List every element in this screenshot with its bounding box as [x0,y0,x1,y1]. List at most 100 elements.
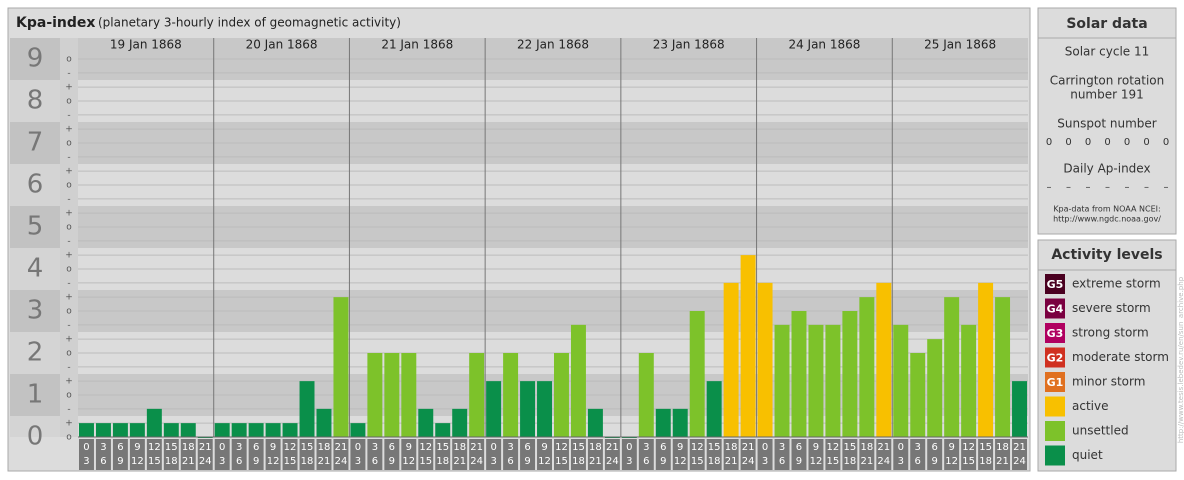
bar [876,282,892,437]
y-minor-label: o [66,307,72,317]
slot-end: 21 [996,456,1009,467]
y-minor-label: - [67,68,70,78]
slot-box [570,439,586,470]
slot-start: 18 [453,442,466,453]
y-minor-label: + [65,167,73,177]
legend-swatch [1045,396,1065,417]
slot-box [503,439,519,470]
bar [961,324,977,437]
sunspot: 0 [1124,137,1130,148]
slot-start: 9 [406,442,412,453]
slot-end: 15 [827,456,840,467]
legend-label: unsettled [1072,424,1129,438]
slot-end: 21 [453,456,466,467]
slot-box [927,439,943,470]
slot-box [367,439,383,470]
slot-box [706,439,722,470]
slot-start: 0 [219,442,225,453]
bar [112,423,128,437]
slot-end: 6 [100,456,106,467]
slot-end: 9 [796,456,802,467]
level-label-bg [10,164,60,206]
bar [520,381,536,437]
bar [333,297,349,437]
slot-box [689,439,705,470]
slot-start: 6 [389,442,395,453]
y-minor-label: + [65,377,73,387]
slot-box [859,439,875,470]
slot-start: 0 [355,442,361,453]
y-minor-label: + [65,251,73,261]
bar [486,381,502,437]
sunspot: 0 [1163,137,1169,148]
y-tick-label: 5 [27,212,44,242]
bar [316,408,332,437]
slot-end: 21 [860,456,873,467]
slot-box [350,439,366,470]
slot-end: 3 [626,456,632,467]
day-label: 24 Jan 1868 [788,38,860,52]
slot-box [401,439,417,470]
bar [418,408,434,437]
slot-box [604,439,620,470]
legend-swatch [1045,274,1065,294]
slot-start: 3 [236,442,242,453]
bar [95,423,111,437]
level-label-bg [10,38,60,80]
slot-end: 9 [660,456,666,467]
legend-label: severe storm [1072,301,1151,315]
legend-swatch [1045,323,1065,343]
legend-swatch [1045,347,1065,368]
slot-start: 21 [1013,442,1026,453]
slot-box [231,439,247,470]
slot-start: 9 [541,442,547,453]
day-label: 19 Jan 1868 [110,38,182,52]
slot-box [537,439,552,470]
y-tick-label: 6 [27,170,44,200]
slot-box [452,439,468,470]
bar [927,339,943,437]
slot-box [79,439,94,470]
slot-start: 6 [932,442,938,453]
bar [978,282,994,437]
slot-box [978,439,994,470]
slot-end: 6 [643,456,649,467]
slot-end: 21 [318,456,331,467]
ap-title: Daily Ap-index [1063,162,1150,176]
legend-badge: G3 [1047,327,1064,340]
slot-box [740,439,756,470]
y-tick-label: 8 [27,86,44,116]
slot-box [384,439,400,470]
sunspot: 0 [1065,137,1071,148]
slot-box [621,439,637,470]
bar [180,423,196,437]
slot-end: 24 [877,456,890,467]
slot-end: 12 [810,456,823,467]
level-label-bg [10,332,60,374]
level-label-bg [10,416,60,437]
legend-swatch [1045,445,1065,466]
ap: – [1125,182,1130,193]
y-minor-label: o [66,55,72,65]
slot-box [95,439,111,470]
slot-end: 15 [691,456,704,467]
legend-swatch [1045,372,1065,392]
slot-end: 12 [674,456,687,467]
slot-start: 15 [165,442,178,453]
y-minor-label: o [66,433,72,443]
bar [299,381,315,437]
sunspot: 0 [1085,137,1091,148]
slot-end: 12 [402,456,415,467]
bar [231,423,247,437]
slot-end: 12 [267,456,280,467]
slot-box [791,439,807,470]
legend-badge: G5 [1047,278,1064,291]
sunspot: 0 [1143,137,1149,148]
y-minor-label: o [66,139,72,149]
ap: – [1047,182,1052,193]
level-label-bg [10,122,60,164]
slot-start: 12 [827,442,840,453]
slot-start: 9 [677,442,683,453]
ap: – [1144,182,1149,193]
slot-end: 18 [436,456,449,467]
